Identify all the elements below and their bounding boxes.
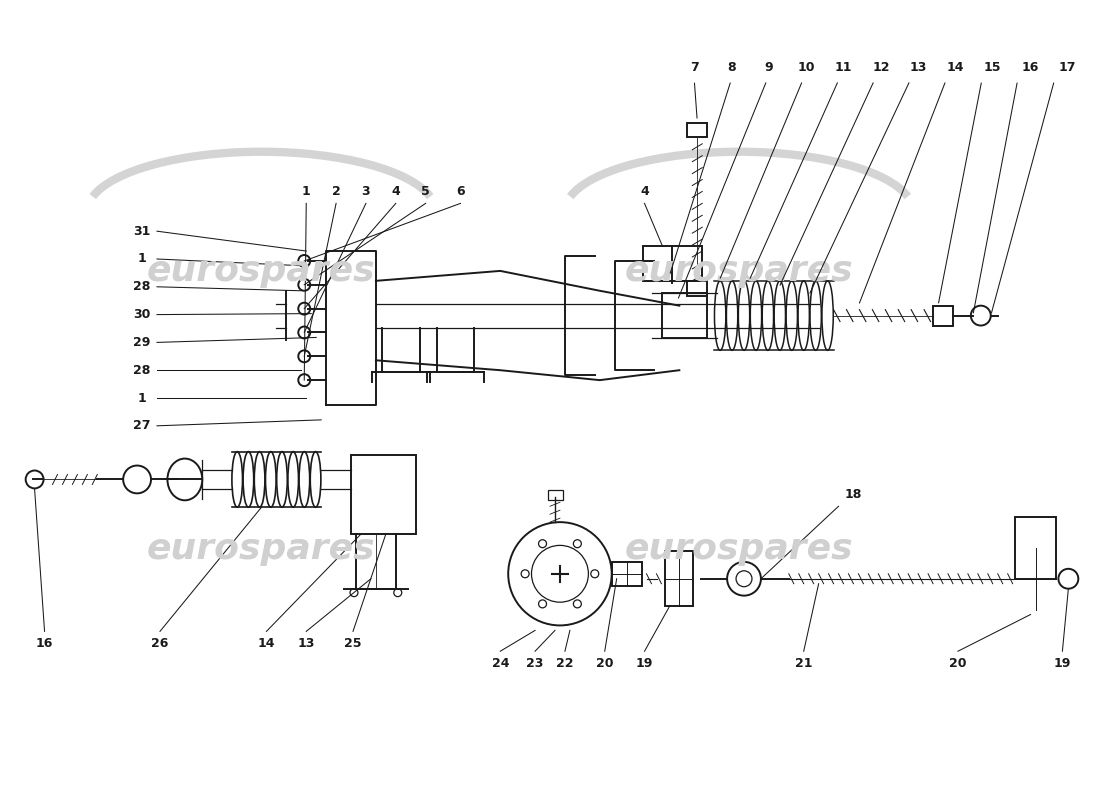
Text: 19: 19	[1054, 657, 1071, 670]
Bar	[612, 562, 641, 586]
Text: 1: 1	[301, 185, 310, 198]
Text: 1: 1	[138, 253, 146, 266]
Bar	[1014, 517, 1056, 578]
Text: eurospares: eurospares	[625, 532, 854, 566]
Text: 29: 29	[133, 336, 151, 349]
Text: 6: 6	[456, 185, 465, 198]
Text: 16: 16	[1022, 61, 1038, 74]
Text: 24: 24	[492, 657, 509, 670]
Text: 4: 4	[392, 185, 400, 198]
Text: 8: 8	[727, 61, 736, 74]
Text: 27: 27	[133, 419, 151, 432]
Text: 11: 11	[835, 61, 852, 74]
Text: 14: 14	[257, 637, 275, 650]
Text: 4: 4	[640, 185, 649, 198]
Bar	[688, 123, 707, 137]
Text: 10: 10	[798, 61, 815, 74]
Text: 19: 19	[636, 657, 653, 670]
Text: 26: 26	[152, 637, 168, 650]
Text: 13: 13	[910, 61, 927, 74]
Text: 15: 15	[984, 61, 1001, 74]
Text: 20: 20	[596, 657, 614, 670]
Text: 1: 1	[138, 391, 146, 405]
Text: 13: 13	[297, 637, 315, 650]
Bar	[642, 246, 702, 281]
Text: 21: 21	[795, 657, 813, 670]
Bar	[662, 294, 706, 338]
Text: 18: 18	[845, 488, 862, 501]
Text: 28: 28	[133, 364, 151, 377]
Text: 30: 30	[133, 308, 151, 321]
Text: 9: 9	[764, 61, 773, 74]
Text: eurospares: eurospares	[147, 532, 376, 566]
Bar	[548, 490, 563, 500]
Text: 3: 3	[362, 185, 371, 198]
Text: 7: 7	[690, 61, 698, 74]
Text: 14: 14	[947, 61, 965, 74]
Bar	[351, 454, 416, 534]
Text: eurospares: eurospares	[147, 254, 376, 288]
Text: 17: 17	[1058, 61, 1076, 74]
Text: 31: 31	[133, 225, 151, 238]
Text: 20: 20	[949, 657, 967, 670]
Text: 5: 5	[421, 185, 430, 198]
Bar	[666, 551, 693, 606]
Text: eurospares: eurospares	[625, 254, 854, 288]
Text: 2: 2	[332, 185, 341, 198]
Text: 25: 25	[344, 637, 362, 650]
Text: 16: 16	[36, 637, 53, 650]
Bar	[688, 281, 707, 296]
Bar	[933, 306, 953, 326]
Text: 23: 23	[527, 657, 543, 670]
Text: 12: 12	[872, 61, 890, 74]
Text: 22: 22	[557, 657, 574, 670]
Text: 28: 28	[133, 280, 151, 294]
